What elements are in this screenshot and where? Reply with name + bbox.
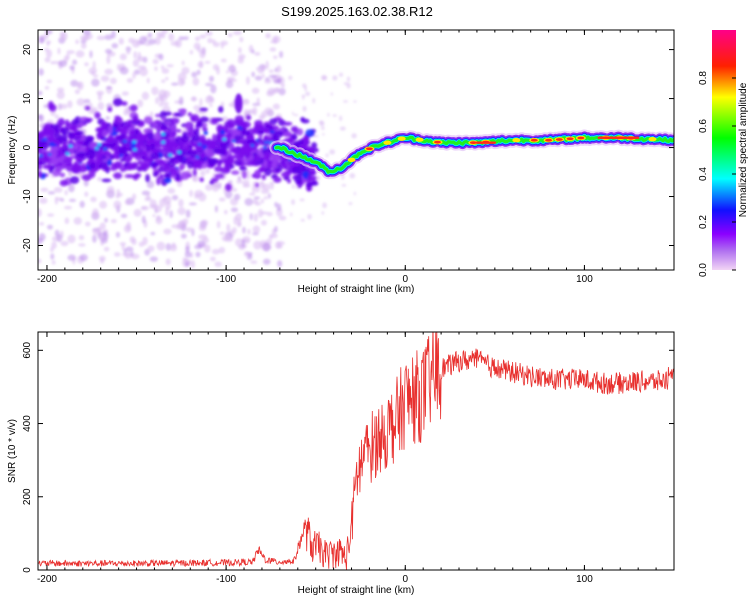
colorbar-label: Normalized spectral amplitude [738, 82, 749, 217]
snr-y-tick-label: 400 [22, 415, 33, 432]
ridge-hotspot [347, 157, 356, 162]
colorbar: 0.0 0.2 0.4 0.6 0.8 Normalized spectral ampl… [698, 30, 749, 277]
spectrogram-frame [37, 29, 675, 271]
colorbar-tick-label: 0.6 [698, 119, 709, 133]
spectrogram-x-ticks: -200 -100 0 100 [37, 30, 675, 285]
snr-x-tick-label: -100 [216, 574, 236, 585]
ridge-peak [545, 138, 553, 142]
ridge-peak [365, 147, 373, 151]
snr-y-ticks: 0 200 400 600 [22, 342, 674, 573]
snr-y-tick-label: 0 [22, 567, 33, 573]
colorbar-ticks: 0.0 0.2 0.4 0.6 0.8 [698, 71, 736, 277]
colorbar-tick-label: 0.4 [698, 167, 709, 181]
snr-y-tick-label: 200 [22, 488, 33, 505]
ridge-peak [566, 137, 574, 141]
snr-x-tick-label: 0 [402, 574, 408, 585]
ridge-peak [555, 138, 563, 141]
snr-x-tick-label: 100 [576, 574, 593, 585]
ridge-hotspot [512, 138, 521, 143]
ridge-peak [530, 138, 538, 142]
snr-x-axis-label: Height of straight line (km) [298, 585, 415, 596]
spectrogram-y-tick-label: -10 [22, 189, 33, 204]
colorbar-tick-label: 0.2 [698, 215, 709, 229]
colorbar-gradient [712, 30, 736, 270]
spectral-band [38, 93, 319, 192]
ridge-peak [434, 140, 442, 144]
colorbar-tick-label: 0.0 [698, 263, 709, 277]
spectral-blob [234, 93, 243, 114]
spectrogram-heat [38, 30, 674, 269]
snr-y-axis-label: SNR (10 * v/v) [7, 419, 18, 483]
spectrogram-x-tick-label: -100 [216, 274, 236, 285]
colorbar-tick-label: 0.8 [698, 71, 709, 85]
snr-x-ticks: -200 -100 0 100 [37, 332, 675, 585]
snr-frame [37, 331, 675, 571]
ridge-peak [469, 141, 477, 145]
spectrogram-x-axis-label: Height of straight line (km) [298, 284, 415, 295]
ridge-hotspot [648, 137, 657, 142]
spectrogram-x-tick-label: 0 [402, 274, 408, 285]
spectrogram-y-axis-label: Frequency (Hz) [7, 116, 18, 185]
snr-y-tick-label: 600 [22, 342, 33, 359]
spectrogram-y-tick-label: -20 [22, 238, 33, 253]
snr-series-line [38, 332, 674, 570]
ridge-hotspot [397, 136, 406, 141]
snr-x-tick-label: -200 [37, 574, 57, 585]
spectrogram-y-tick-label: 20 [22, 44, 33, 56]
spectrogram-y-tick-label: 0 [22, 144, 33, 150]
ridge-hotspot [383, 140, 392, 145]
snr-panel: -200 -100 0 100 0 200 400 600 Height of straig… [7, 331, 675, 596]
spectrogram-y-ticks: -20 -10 0 10 20 [22, 44, 674, 253]
ridge-hotspot [415, 137, 424, 142]
spectrogram-x-tick-label: 100 [576, 274, 593, 285]
ridge-peak [577, 136, 585, 140]
spectrogram-x-tick-label: -200 [37, 274, 57, 285]
chart-title: S199.2025.163.02.38.R12 [281, 4, 433, 19]
spectrogram-y-tick-label: 10 [22, 93, 33, 105]
